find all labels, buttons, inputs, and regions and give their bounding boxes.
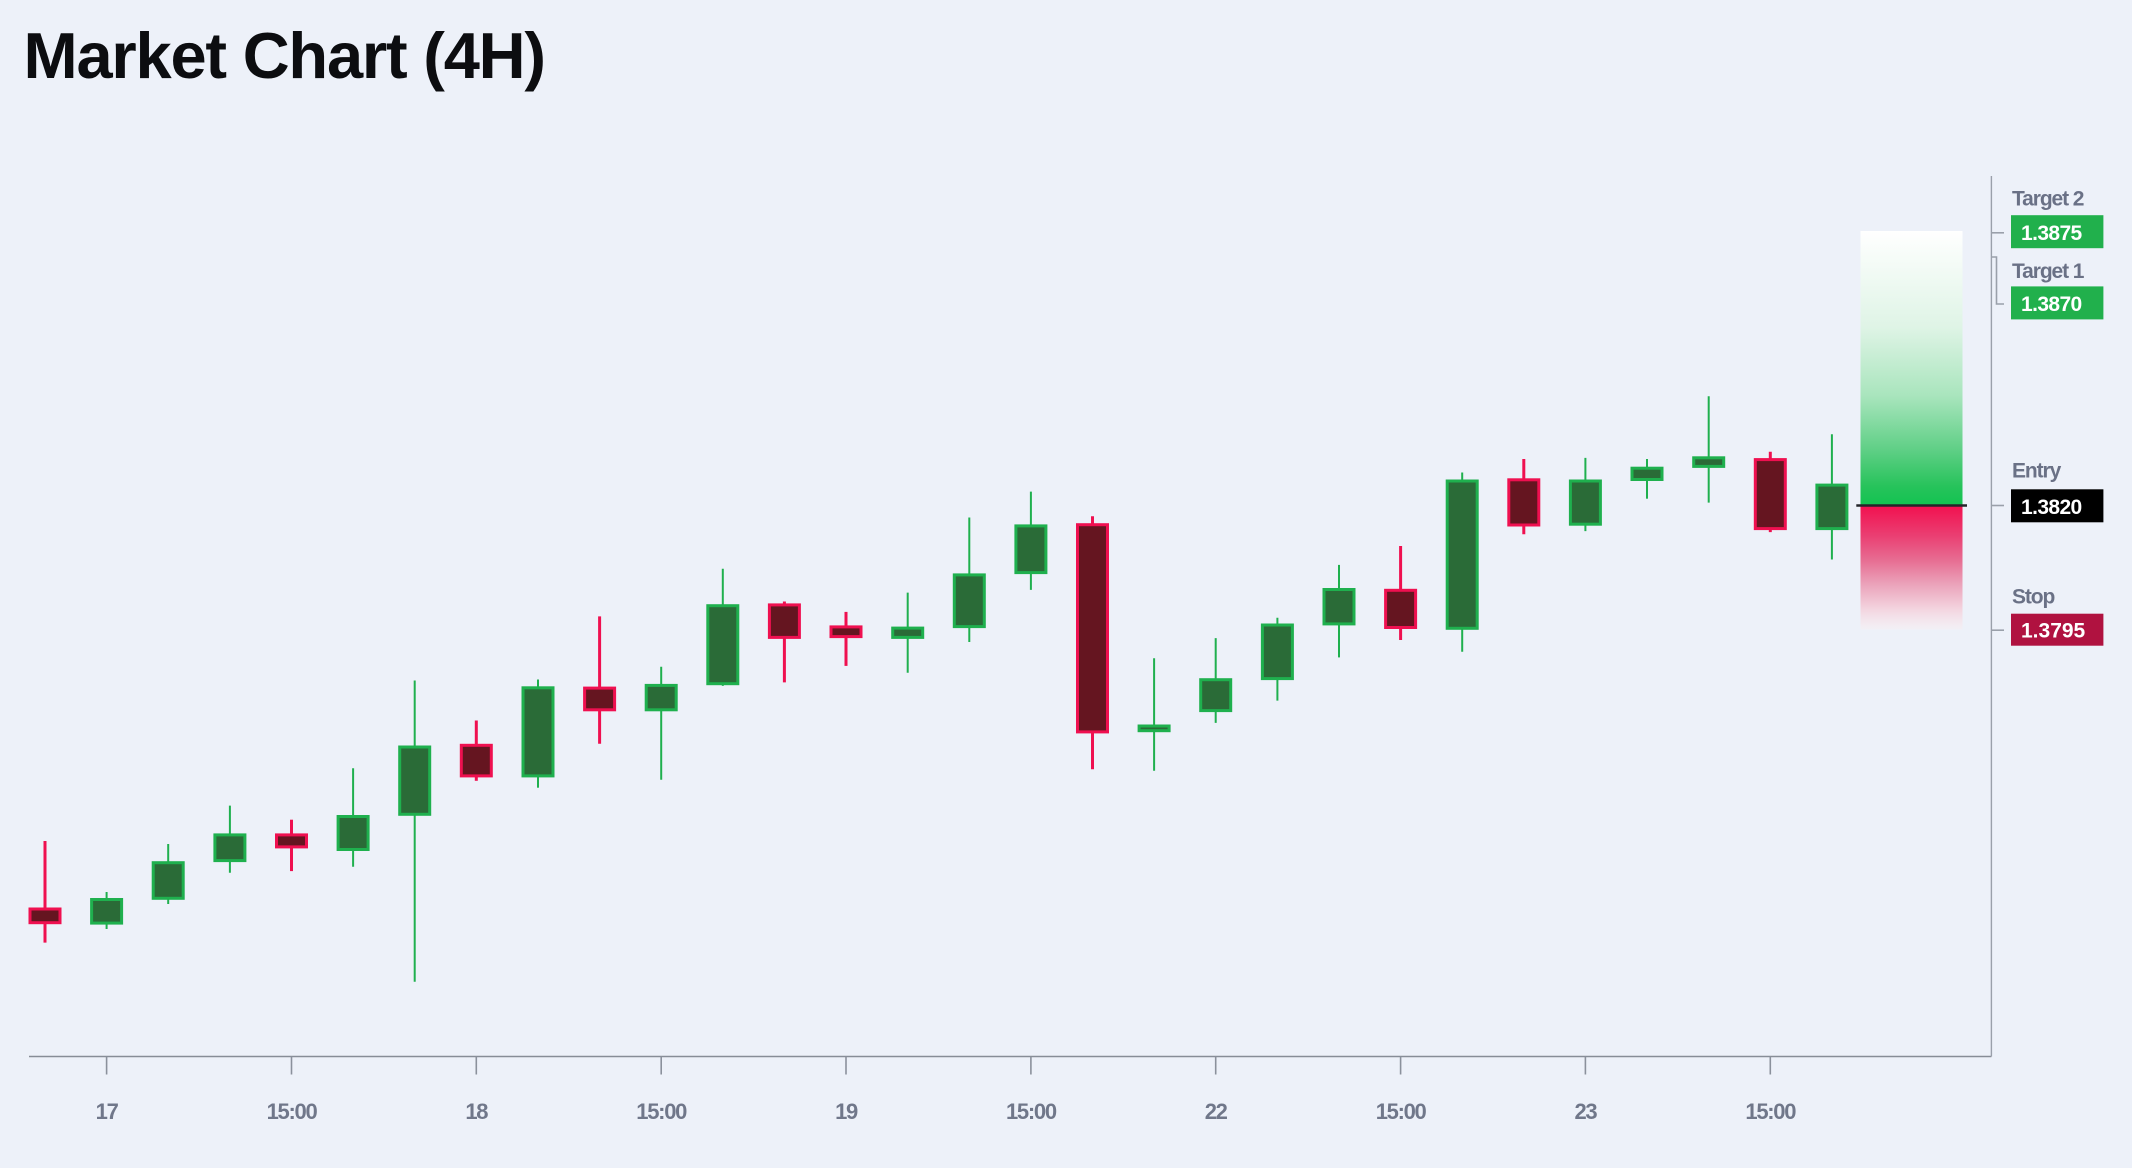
svg-text:22: 22: [1205, 1099, 1228, 1124]
svg-text:1.3875: 1.3875: [2021, 222, 2083, 245]
svg-text:Market Chart (4H): Market Chart (4H): [24, 19, 545, 92]
svg-text:15:00: 15:00: [1745, 1099, 1796, 1124]
svg-text:Stop: Stop: [2012, 586, 2055, 609]
svg-text:1.3870: 1.3870: [2021, 293, 2082, 316]
svg-text:15:00: 15:00: [636, 1099, 687, 1124]
svg-text:18: 18: [465, 1099, 488, 1124]
svg-text:17: 17: [96, 1099, 119, 1124]
svg-text:15:00: 15:00: [1006, 1099, 1057, 1124]
svg-text:1.3820: 1.3820: [2021, 496, 2082, 519]
svg-text:1.3795: 1.3795: [2021, 620, 2086, 643]
svg-text:23: 23: [1574, 1099, 1597, 1124]
svg-text:Target 1: Target 1: [2012, 260, 2085, 283]
svg-text:Target 2: Target 2: [2012, 188, 2084, 211]
svg-text:Entry: Entry: [2012, 460, 2062, 483]
svg-text:15:00: 15:00: [1376, 1099, 1427, 1124]
svg-text:15:00: 15:00: [267, 1099, 318, 1124]
svg-text:19: 19: [835, 1099, 858, 1124]
